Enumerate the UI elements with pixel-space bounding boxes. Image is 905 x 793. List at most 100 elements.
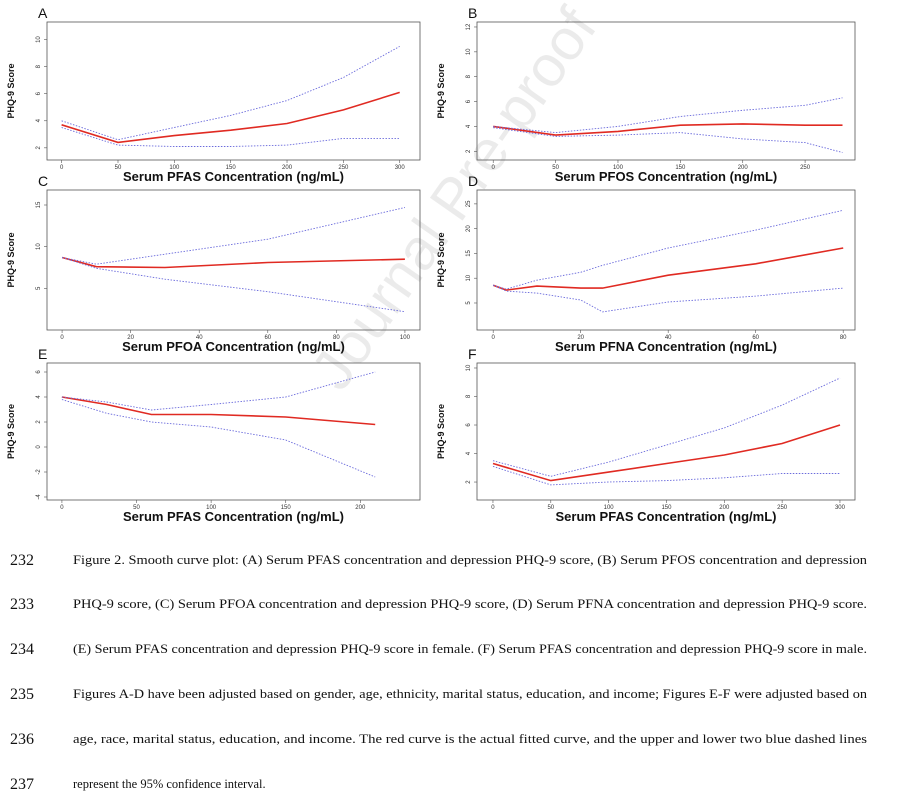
x-tick-label: 200 — [719, 505, 730, 511]
caption-line: (E) Serum PFAS concentration and depress… — [73, 642, 867, 656]
y-axis-label: PHQ-9 Score — [6, 404, 16, 459]
x-tick-label: 150 — [661, 505, 672, 511]
line-number: 237 — [10, 776, 34, 793]
plot-frame — [46, 21, 421, 161]
x-tick-label: 250 — [800, 165, 811, 171]
series-line — [61, 257, 405, 313]
x-tick-label: 100 — [613, 165, 624, 171]
x-tick-label: 250 — [777, 505, 788, 511]
y-tick-label: 12 — [466, 23, 472, 30]
y-axis-label: PHQ-9 Score — [436, 232, 446, 287]
panel-label: E — [38, 346, 47, 362]
x-axis-label: Serum PFAS Concentration (ng/mL) — [555, 509, 776, 524]
x-axis-label: Serum PFOA Concentration (ng/mL) — [122, 339, 345, 354]
x-tick-label: 40 — [665, 335, 672, 341]
x-tick-label: 80 — [840, 335, 847, 341]
x-axis-label: Serum PFOS Concentration (ng/mL) — [555, 169, 777, 184]
y-tick-label: 2 — [36, 145, 42, 149]
x-tick-label: 100 — [400, 335, 411, 341]
x-tick-label: 50 — [547, 505, 554, 511]
series-line — [493, 209, 844, 290]
series-line — [492, 377, 841, 477]
x-tick-label: 200 — [282, 165, 293, 171]
y-tick-label: 4 — [466, 124, 472, 128]
panel: D Serum PFNA Concentration (ng/mL) PHQ-9 S… — [436, 173, 856, 354]
y-tick-label: 15 — [466, 249, 472, 256]
x-tick-label: 40 — [196, 335, 203, 341]
y-tick-label: 5 — [466, 301, 472, 305]
x-tick-label: 200 — [738, 165, 749, 171]
plot-frame — [46, 189, 421, 331]
x-tick-label: 0 — [60, 335, 64, 341]
y-tick-label: 2 — [36, 420, 42, 424]
y-axis-label: PHQ-9 Score — [436, 63, 446, 118]
x-tick-label: 150 — [226, 165, 237, 171]
x-axis-label: Serum PFAS Concentration (ng/mL) — [123, 169, 344, 184]
series-line — [493, 123, 843, 136]
y-tick-label: 8 — [466, 74, 472, 78]
x-tick-label: 80 — [333, 335, 340, 341]
series-line — [62, 207, 406, 265]
x-tick-label: 250 — [338, 165, 349, 171]
y-tick-label: 6 — [36, 91, 42, 95]
y-tick-label: 20 — [466, 225, 472, 232]
series-line — [492, 465, 840, 486]
series-line — [493, 127, 843, 153]
caption-line: Figure 2. Smooth curve plot: (A) Serum P… — [73, 553, 868, 567]
plot-frame — [476, 362, 856, 501]
caption-line: represent the 95% confidence interval. — [73, 777, 266, 791]
series-line — [493, 284, 844, 313]
series-line — [61, 127, 400, 147]
panel: E Serum PFAS Concentration (ng/mL) PHQ-9 S… — [6, 346, 421, 524]
x-tick-label: 100 — [604, 505, 615, 511]
x-tick-label: 150 — [675, 165, 686, 171]
panel: A Serum PFAS Concentration (ng/mL) PHQ-9 S… — [6, 5, 421, 184]
y-tick-label: 6 — [466, 99, 472, 103]
y-axis-label: PHQ-9 Score — [6, 232, 16, 287]
x-tick-label: 300 — [395, 165, 406, 171]
x-tick-label: 0 — [491, 505, 495, 511]
y-tick-label: 10 — [466, 48, 472, 55]
x-tick-label: 60 — [264, 335, 271, 341]
panel-label: F — [468, 346, 477, 362]
y-tick-label: 4 — [36, 395, 42, 399]
y-tick-label: 10 — [466, 364, 472, 371]
y-axis-label: PHQ-9 Score — [6, 63, 16, 118]
caption-line: Figures A-D have been adjusted based on … — [73, 687, 868, 701]
panel-label: A — [38, 5, 48, 21]
x-tick-label: 50 — [552, 165, 559, 171]
y-tick-label: 6 — [36, 370, 42, 374]
panel-label: C — [38, 173, 48, 189]
panel: B Serum PFOS Concentration (ng/mL) PHQ-9 S… — [436, 5, 856, 184]
y-tick-label: 4 — [466, 451, 472, 455]
line-number: 235 — [10, 686, 34, 703]
x-tick-label: 20 — [577, 335, 584, 341]
y-tick-label: -4 — [36, 494, 42, 500]
y-tick-label: -2 — [36, 469, 42, 475]
plot-frame — [476, 189, 856, 331]
plot-frame — [46, 362, 421, 501]
x-tick-label: 100 — [169, 165, 180, 171]
series-line — [61, 46, 400, 141]
y-tick-label: 25 — [466, 200, 472, 207]
x-tick-label: 0 — [60, 505, 64, 511]
x-tick-label: 200 — [355, 505, 366, 511]
x-tick-label: 50 — [115, 165, 122, 171]
y-tick-label: 6 — [466, 423, 472, 427]
x-tick-label: 50 — [133, 505, 140, 511]
y-tick-label: 8 — [36, 64, 42, 68]
line-number: 233 — [10, 596, 34, 613]
series-line — [61, 396, 376, 426]
panel: C Serum PFOA Concentration (ng/mL) PHQ-9 S… — [6, 173, 421, 354]
x-axis-label: Serum PFAS Concentration (ng/mL) — [123, 509, 344, 524]
x-tick-label: 60 — [752, 335, 759, 341]
y-tick-label: 4 — [36, 118, 42, 122]
line-number: 234 — [10, 641, 34, 658]
x-tick-label: 0 — [492, 335, 496, 341]
y-tick-label: 10 — [36, 36, 42, 43]
y-tick-label: 8 — [466, 394, 472, 398]
y-tick-label: 10 — [36, 243, 42, 250]
x-tick-label: 150 — [281, 505, 292, 511]
y-tick-label: 5 — [36, 286, 42, 290]
